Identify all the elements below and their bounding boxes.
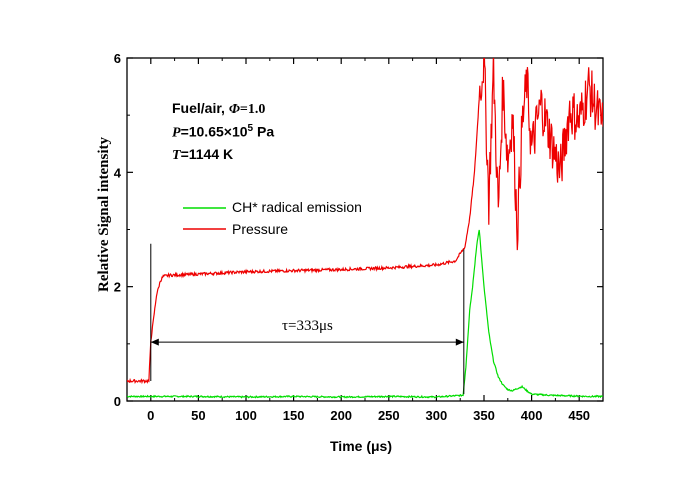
x-tick-label-400: 400 [521, 408, 543, 423]
annotation-layer [150, 243, 465, 395]
y-tick-label-6: 6 [114, 51, 121, 66]
x-axis-label: Time (μs) [330, 438, 392, 454]
pressure-value: =10.65×10 [180, 123, 248, 140]
temperature-symbol: T [172, 148, 181, 163]
pressure-exponent: 5 [247, 123, 254, 134]
fuel-text: Fuel/air, [172, 100, 229, 116]
phi-value: =1.0 [239, 102, 266, 117]
x-tick-label-250: 250 [378, 408, 400, 423]
x-tick-label-350: 350 [473, 408, 495, 423]
pressure-unit: Pa [253, 123, 275, 140]
x-tick-label-0: 0 [147, 408, 154, 423]
x-tick-label-300: 300 [426, 408, 448, 423]
y-tick-label-0: 0 [114, 394, 121, 409]
axis-ticks: 0 50 100 150 200 250 300 350 400 450 0 2 4 6 [114, 51, 603, 423]
conditions-temperature: T=1144 K [172, 146, 233, 164]
legend-label-ch: CH* radical emission [232, 199, 362, 215]
y-axis-label: Relative Signal intensity [96, 136, 112, 292]
y-tick-label-2: 2 [114, 280, 121, 295]
series-line-pressure [127, 58, 603, 385]
legend [183, 207, 226, 230]
legend-label-pressure: Pressure [232, 221, 289, 237]
pressure-symbol: P [172, 125, 181, 141]
series-layer [127, 58, 603, 399]
x-tick-label-200: 200 [330, 408, 352, 423]
tau-annotation-label: τ=333μs [282, 318, 333, 334]
temperature-value: =1144 K [180, 146, 234, 162]
y-tick-label-4: 4 [114, 165, 122, 180]
phi-symbol: Φ [228, 102, 240, 117]
x-tick-label-450: 450 [568, 408, 590, 423]
x-tick-label-50: 50 [191, 408, 205, 423]
conditions-fuel: Fuel/air, Φ=1.0 [172, 100, 265, 118]
x-tick-label-150: 150 [283, 408, 305, 423]
x-tick-label-100: 100 [235, 408, 257, 423]
annotation-arrowhead-right [455, 338, 464, 346]
series-line-ch-emission [127, 229, 603, 399]
conditions-pressure: P=10.65×105 Pa [172, 123, 274, 142]
annotation-arrowhead-left [150, 338, 159, 346]
